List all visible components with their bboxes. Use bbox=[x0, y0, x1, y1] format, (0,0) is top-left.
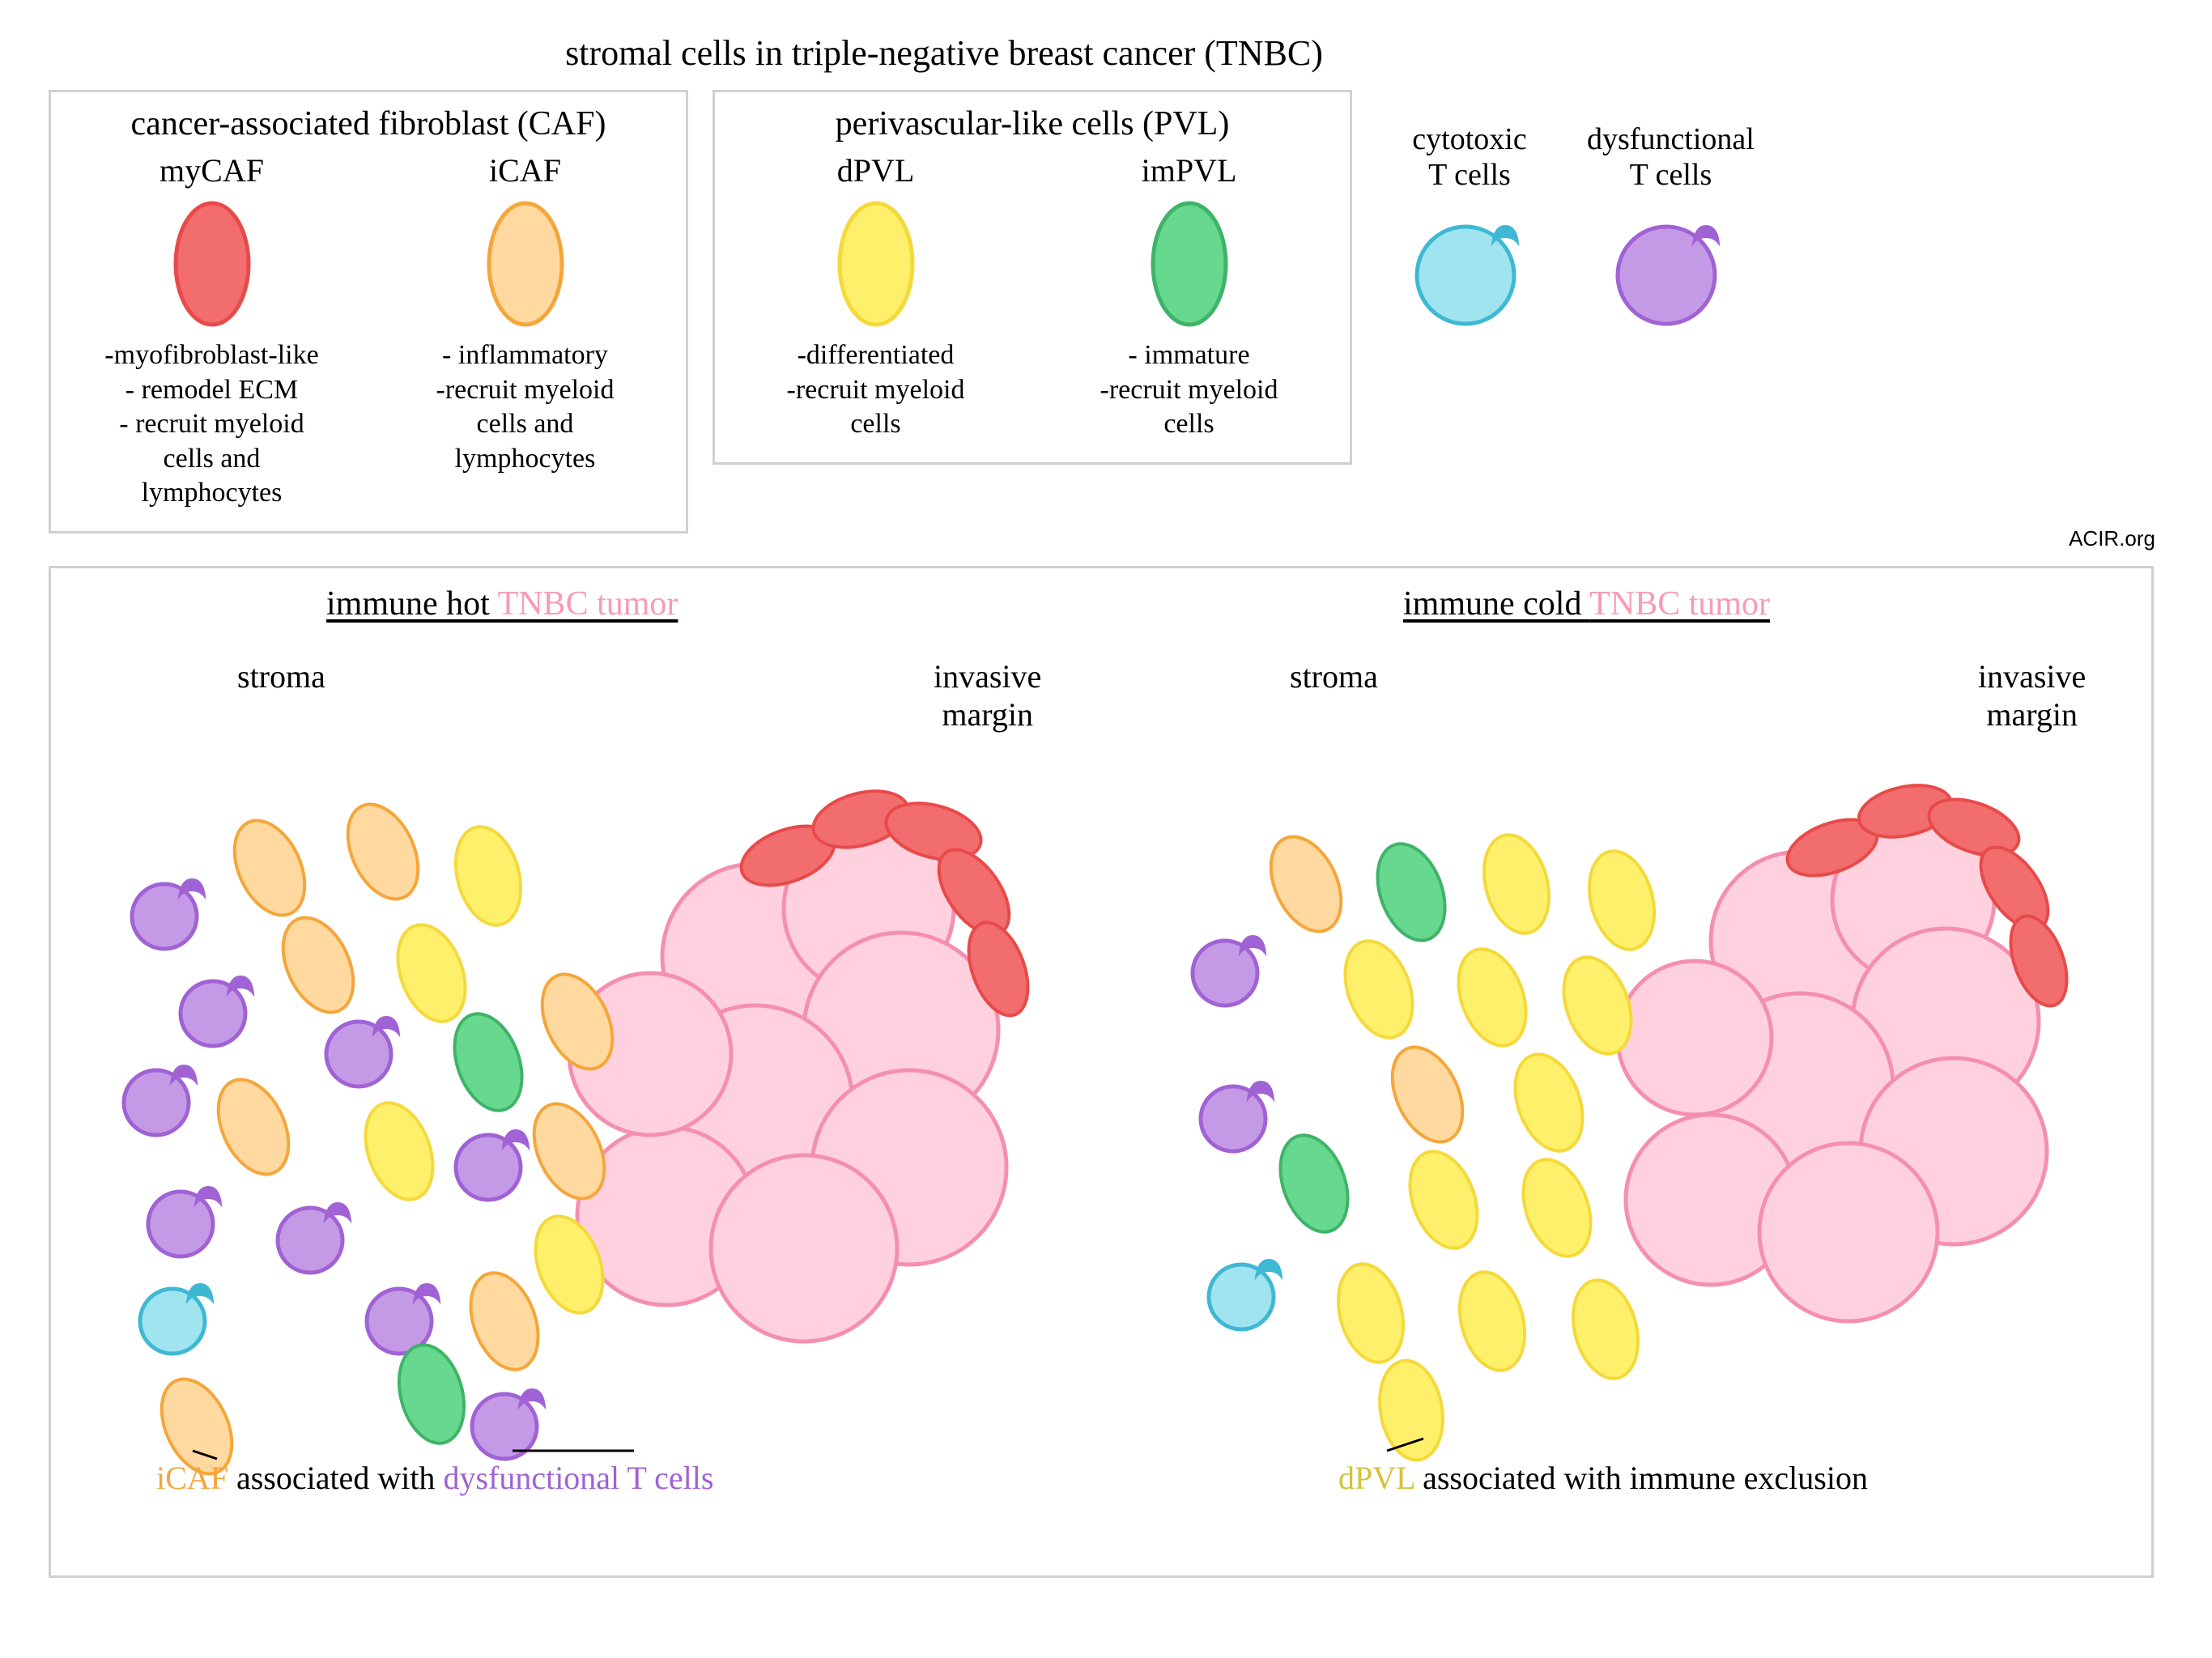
caf-panel-title: cancer-associated fibroblast (CAF) bbox=[71, 104, 666, 143]
cold-caption-dpvl: dPVL bbox=[1338, 1460, 1414, 1496]
hot-section: immune hot TNBC tumor stroma invasive ma… bbox=[51, 568, 1104, 1580]
dysf-icon bbox=[1602, 202, 1739, 332]
pvl-panel: perivascular-like cells (PVL) dPVL -diff… bbox=[713, 90, 1352, 465]
hot-caption-dysf: dysfunctional T cells bbox=[443, 1460, 713, 1496]
hot-caption-icaf: iCAF bbox=[156, 1460, 228, 1496]
impvl-name: imPVL bbox=[1142, 151, 1237, 189]
cyto-col: cytotoxic T cells bbox=[1401, 122, 1538, 332]
hot-diagram bbox=[51, 568, 1104, 1580]
mycaf-icon bbox=[172, 199, 253, 329]
dpvl-icon bbox=[836, 199, 917, 329]
dysf-label: dysfunctional T cells bbox=[1587, 122, 1755, 193]
impvl-desc: - immature -recruit myeloid cells bbox=[1100, 338, 1278, 442]
cold-caption: dPVL associated with immune exclusion bbox=[1338, 1459, 1868, 1497]
icaf-name: iCAF bbox=[489, 151, 561, 189]
pvl-panel-title: perivascular-like cells (PVL) bbox=[735, 104, 1329, 143]
icaf-icon bbox=[485, 199, 566, 329]
cold-caption-rest: associated with immune exclusion bbox=[1414, 1460, 1868, 1496]
mycaf-col: myCAF -myofibroblast-like - remodel ECM … bbox=[87, 151, 338, 511]
bottom-panel: immune hot TNBC tumor stroma invasive ma… bbox=[49, 566, 2154, 1578]
icaf-col: iCAF - inflammatory -recruit myeloid cel… bbox=[400, 151, 651, 511]
hot-caption: iCAF associated with dysfunctional T cel… bbox=[156, 1459, 713, 1497]
impvl-icon bbox=[1149, 199, 1230, 329]
dpvl-desc: -differentiated -recruit myeloid cells bbox=[787, 338, 965, 442]
mycaf-name: myCAF bbox=[160, 151, 264, 189]
cold-diagram bbox=[1104, 568, 2156, 1580]
mycaf-desc: -myofibroblast-like - remodel ECM - recr… bbox=[104, 338, 318, 511]
cyto-label: cytotoxic T cells bbox=[1412, 122, 1526, 193]
cold-section: immune cold TNBC tumor stroma invasive m… bbox=[1104, 568, 2156, 1580]
cyto-icon bbox=[1401, 202, 1538, 332]
legend-row: cancer-associated fibroblast (CAF) myCAF… bbox=[49, 90, 2163, 534]
caf-panel: cancer-associated fibroblast (CAF) myCAF… bbox=[49, 90, 688, 534]
main-title: stromal cells in triple-negative breast … bbox=[0, 32, 2163, 74]
impvl-col: imPVL - immature -recruit myeloid cells bbox=[1064, 151, 1315, 442]
tcell-legend: cytotoxic T cells dysfunctional T cells bbox=[1401, 122, 1755, 332]
attribution: ACIR.org bbox=[2069, 526, 2155, 551]
dysf-col: dysfunctional T cells bbox=[1587, 122, 1755, 332]
icaf-desc: - inflammatory -recruit myeloid cells an… bbox=[436, 338, 615, 476]
dpvl-name: dPVL bbox=[837, 151, 915, 189]
hot-caption-mid: associated with bbox=[228, 1460, 444, 1496]
dpvl-col: dPVL -differentiated -recruit myeloid ce… bbox=[751, 151, 1002, 442]
